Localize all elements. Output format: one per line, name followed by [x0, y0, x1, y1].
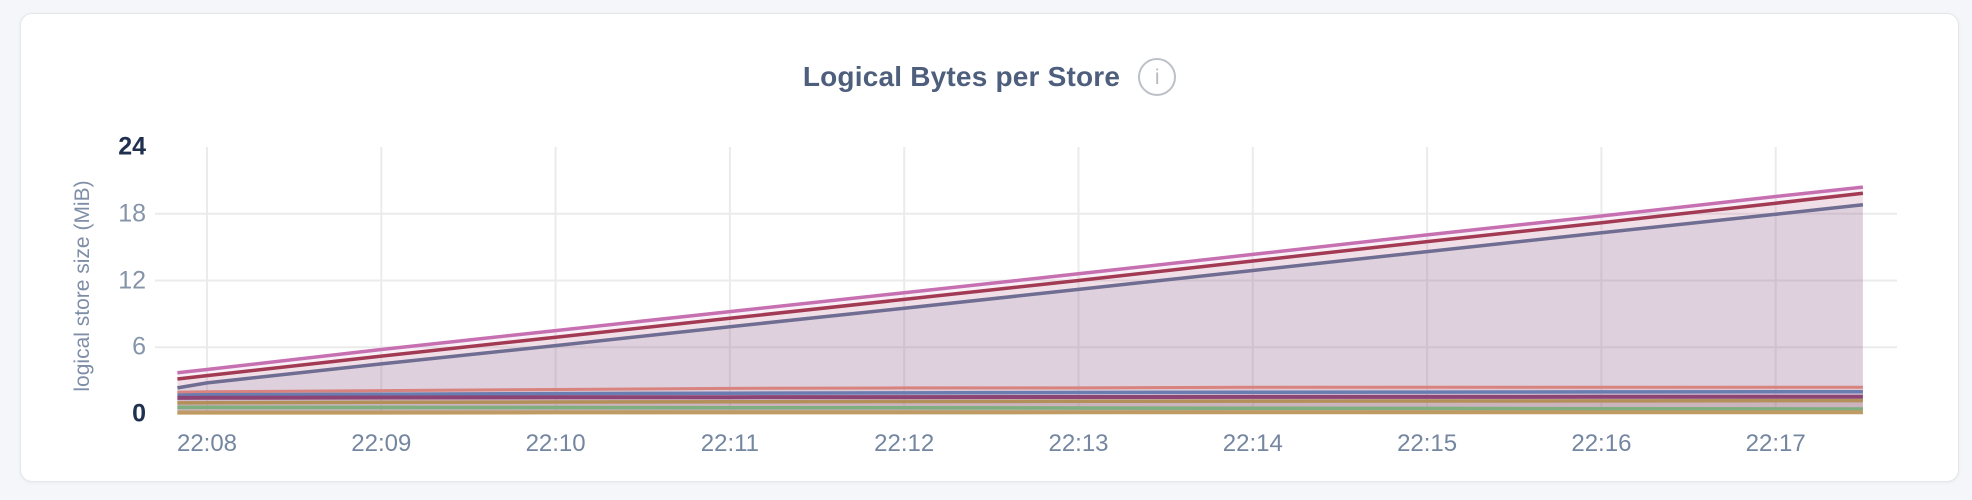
x-tick-label: 22:13 [1048, 430, 1109, 457]
series-area [177, 204, 1863, 414]
series-area [177, 187, 1863, 414]
y-tick-label: 12 [118, 266, 146, 294]
chart-header: Logical Bytes per Store i [21, 58, 1958, 96]
series-line[interactable] [177, 398, 1863, 405]
series-line[interactable] [177, 203, 1864, 390]
series-line[interactable] [177, 390, 1863, 397]
x-tick-label: 22:10 [525, 430, 586, 457]
series-line[interactable] [177, 385, 1863, 394]
x-tick-label: 22:08 [176, 430, 238, 457]
x-tick-label: 22:15 [1397, 430, 1458, 457]
y-tick-label: 18 [118, 199, 146, 228]
y-tick-label: 6 [132, 332, 146, 361]
info-icon[interactable]: i [1138, 58, 1177, 96]
series-line[interactable] [177, 191, 1864, 381]
x-tick-label: 22:16 [1571, 430, 1632, 457]
y-tick-label: 24 [118, 132, 146, 161]
x-tick-label: 22:12 [874, 430, 935, 457]
series-line[interactable] [177, 394, 1863, 400]
x-tick-label: 22:14 [1222, 430, 1283, 457]
x-tick-label: 22:09 [351, 430, 412, 457]
y-tick-label: 0 [132, 399, 146, 428]
x-tick-label: 22:11 [700, 430, 760, 457]
x-tick-label: 22:17 [1745, 430, 1806, 457]
series-line[interactable] [177, 405, 1863, 411]
series-line[interactable] [177, 185, 1864, 375]
chart-title: Logical Bytes per Store [802, 61, 1121, 92]
